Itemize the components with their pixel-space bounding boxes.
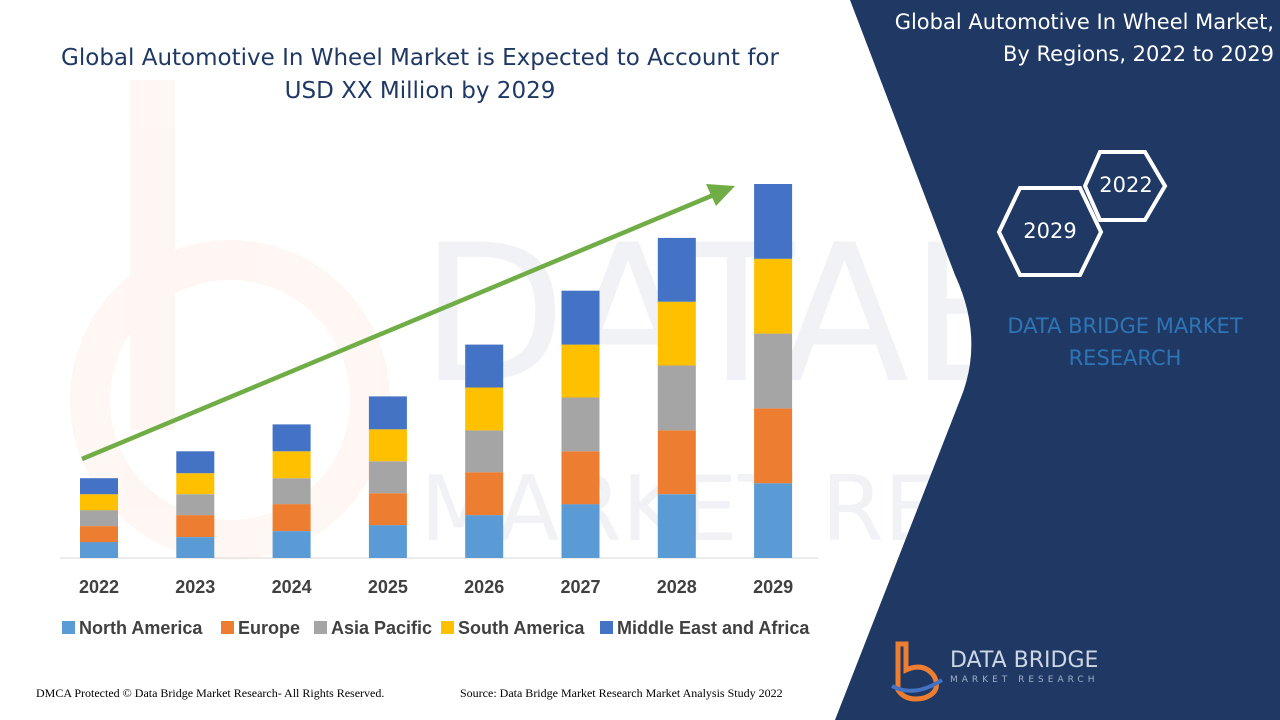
bar-middle-east-and-africa-2026: [465, 344, 504, 388]
bar-europe-2023: [176, 515, 215, 537]
bar-south-america-2026: [465, 387, 504, 431]
legend-swatch: [600, 621, 613, 634]
x-tick-label: 2024: [272, 577, 312, 597]
bar-asia-pacific-2028: [657, 365, 696, 431]
bar-north-america-2025: [368, 525, 407, 558]
brand-name: DATA BRIDGE MARKET RESEARCH: [990, 310, 1260, 374]
legend-item-south-america: South America: [441, 618, 585, 638]
logo-line2: MARKET RESEARCH: [950, 675, 1099, 685]
bar-series-group: [80, 184, 793, 558]
bar-north-america-2029: [754, 483, 793, 558]
bar-europe-2026: [465, 472, 504, 516]
bar-asia-pacific-2029: [754, 333, 793, 409]
legend-swatch: [62, 621, 75, 634]
bar-asia-pacific-2022: [80, 510, 118, 527]
chart-title-line1: Global Automotive In Wheel Market is Exp…: [61, 45, 779, 71]
bar-asia-pacific-2027: [561, 397, 600, 452]
footer-copyright: DMCA Protected © Data Bridge Market Rese…: [36, 686, 385, 700]
logo-line1: DATA BRIDGE: [950, 648, 1099, 673]
bar-asia-pacific-2023: [176, 494, 215, 516]
bar-north-america-2027: [561, 504, 600, 558]
legend-item-north-america: North America: [62, 618, 203, 638]
hexagon-2029-badge: [996, 186, 1104, 277]
x-tick-label: 2022: [79, 577, 119, 597]
panel-title: Global Automotive In Wheel Market, By Re…: [834, 6, 1274, 70]
legend-swatch: [441, 621, 454, 634]
data-bridge-logo-icon: [891, 641, 944, 702]
bar-south-america-2027: [561, 344, 600, 398]
bar-europe-2022: [80, 526, 118, 543]
bar-south-america-2028: [657, 301, 696, 366]
legend-label: South America: [458, 618, 585, 638]
right-panel: [835, 0, 1280, 720]
x-tick-label: 2026: [464, 577, 504, 597]
bar-middle-east-and-africa-2022: [80, 478, 118, 495]
logo-wordmark: DATA BRIDGE MARKET RESEARCH: [950, 648, 1098, 686]
legend-label: North America: [79, 618, 203, 638]
bar-south-america-2029: [754, 258, 793, 334]
legend-label: Asia Pacific: [331, 618, 432, 638]
bar-europe-2024: [272, 504, 311, 531]
panel-title-line1: Global Automotive In Wheel Market,: [894, 10, 1274, 34]
panel-title-line2: By Regions, 2022 to 2029: [1002, 42, 1274, 66]
bar-south-america-2023: [176, 473, 215, 495]
bar-south-america-2025: [368, 429, 407, 462]
bar-north-america-2026: [465, 515, 504, 558]
x-tick-labels: 2022 2023 2024 2025 2026 2027 2028 2029: [79, 577, 793, 597]
hexagon-2022-badge: [1082, 150, 1168, 222]
bar-asia-pacific-2024: [272, 478, 311, 505]
x-tick-label: 2028: [657, 577, 697, 597]
brand-line1: DATA BRIDGE MARKET: [1007, 314, 1243, 338]
bar-europe-2029: [754, 408, 793, 484]
legend-swatch: [314, 621, 327, 634]
bar-europe-2025: [368, 493, 407, 526]
bar-middle-east-and-africa-2024: [272, 424, 311, 452]
hex-2022-label: 2022: [1099, 173, 1153, 197]
x-tick-label: 2027: [560, 577, 600, 597]
brand-line2: RESEARCH: [1068, 346, 1182, 370]
bar-north-america-2028: [657, 494, 696, 558]
bar-north-america-2024: [272, 531, 311, 558]
footer-source: Source: Data Bridge Market Research Mark…: [460, 686, 783, 700]
legend-label: Europe: [238, 618, 300, 638]
legend: North America Europe Asia Pacific South Ame…: [62, 618, 810, 638]
bar-north-america-2022: [80, 542, 118, 558]
hex-2029-label: 2029: [1023, 219, 1077, 243]
legend-swatch: [221, 621, 234, 634]
chart-title-line2: USD XX Million by 2029: [284, 78, 556, 104]
bar-middle-east-and-africa-2027: [561, 290, 600, 345]
bar-asia-pacific-2026: [465, 430, 504, 473]
legend-item-europe: Europe: [221, 618, 300, 638]
chart-title: Global Automotive In Wheel Market is Exp…: [40, 42, 800, 108]
bar-europe-2028: [657, 430, 696, 495]
trend-arrow: [81, 184, 735, 462]
bar-middle-east-and-africa-2029: [754, 184, 793, 259]
bar-south-america-2024: [272, 451, 311, 479]
legend-label: Middle East and Africa: [617, 618, 810, 638]
bar-north-america-2023: [176, 537, 215, 558]
legend-item-middle-east-and-africa: Middle East and Africa: [600, 618, 810, 638]
bar-middle-east-and-africa-2023: [176, 451, 215, 474]
bar-middle-east-and-africa-2025: [368, 396, 407, 430]
x-tick-label: 2023: [175, 577, 215, 597]
x-tick-label: 2029: [753, 577, 793, 597]
bar-europe-2027: [561, 451, 600, 505]
bar-asia-pacific-2025: [368, 461, 407, 494]
legend-item-asia-pacific: Asia Pacific: [314, 618, 432, 638]
x-tick-label: 2025: [368, 577, 408, 597]
bar-south-america-2022: [80, 494, 118, 511]
bar-middle-east-and-africa-2028: [657, 237, 696, 302]
